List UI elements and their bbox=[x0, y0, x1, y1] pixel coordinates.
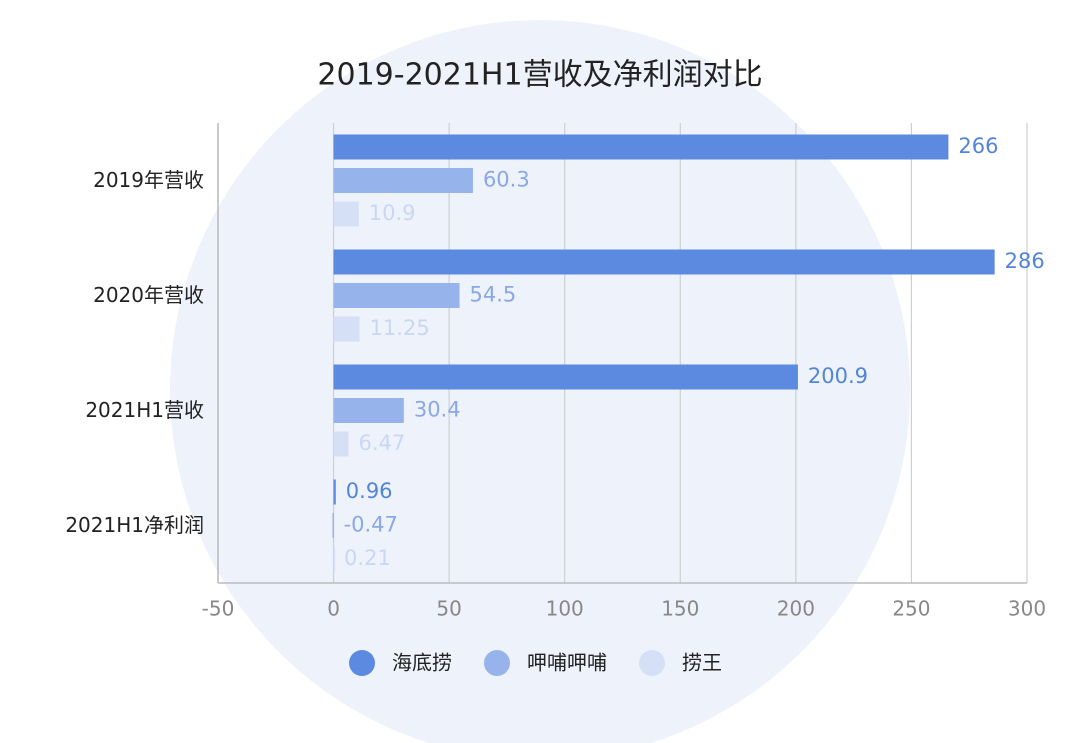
legend-label: 捞王 bbox=[682, 651, 722, 675]
y-tick-label: 2021H1营收 bbox=[85, 398, 204, 422]
value-label: 10.9 bbox=[369, 201, 416, 225]
x-tick-label: 50 bbox=[436, 597, 461, 621]
bar bbox=[333, 134, 949, 160]
bar bbox=[333, 249, 995, 275]
value-label: 0.21 bbox=[344, 546, 391, 570]
value-label: 286 bbox=[1005, 249, 1045, 273]
legend-marker bbox=[639, 650, 665, 676]
legend-marker bbox=[484, 650, 510, 676]
chart-title: 2019-2021H1营收及净利润对比 bbox=[317, 58, 762, 93]
y-tick-label: 2020年营收 bbox=[93, 283, 204, 307]
legend-label: 呷哺呷哺 bbox=[527, 651, 607, 675]
value-label: 60.3 bbox=[483, 168, 530, 192]
value-label: 54.5 bbox=[470, 283, 517, 307]
y-tick-label: 2019年营收 bbox=[93, 168, 204, 192]
value-label: 200.9 bbox=[808, 364, 868, 388]
bar bbox=[333, 316, 360, 342]
value-label: 0.96 bbox=[346, 479, 393, 503]
bar bbox=[332, 513, 334, 538]
x-tick-label: 200 bbox=[777, 597, 815, 621]
value-label: 11.25 bbox=[370, 316, 430, 340]
value-label: -0.47 bbox=[344, 513, 398, 537]
bar bbox=[333, 479, 336, 505]
bar bbox=[333, 546, 336, 572]
value-label: 30.4 bbox=[414, 398, 461, 422]
bar bbox=[333, 431, 349, 457]
x-tick-label: 150 bbox=[661, 597, 699, 621]
value-label: 6.47 bbox=[359, 431, 406, 455]
bar bbox=[333, 364, 798, 390]
x-tick-label: 300 bbox=[1008, 597, 1046, 621]
x-tick-label: 250 bbox=[892, 597, 930, 621]
y-tick-label: 2021H1净利润 bbox=[65, 513, 204, 537]
bar bbox=[333, 201, 359, 227]
x-tick-label: 100 bbox=[546, 597, 584, 621]
bar bbox=[333, 283, 460, 308]
x-tick-label: 0 bbox=[327, 597, 340, 621]
bar bbox=[333, 398, 404, 423]
legend-marker bbox=[349, 650, 375, 676]
legend-label: 海底捞 bbox=[392, 651, 452, 675]
value-label: 266 bbox=[958, 134, 998, 158]
bar bbox=[333, 168, 473, 193]
x-tick-label: -50 bbox=[202, 597, 235, 621]
